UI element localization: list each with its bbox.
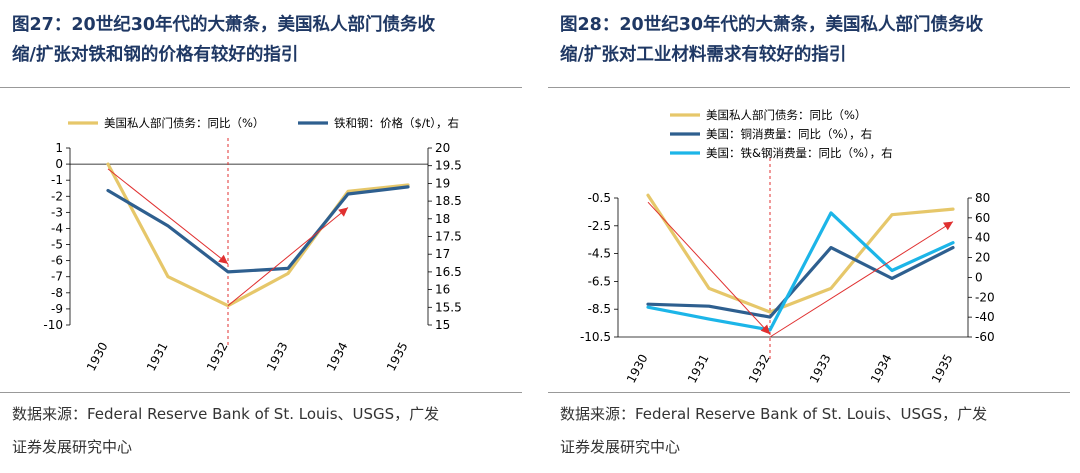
legend-label: 美国私人部门债务：同比（%） bbox=[706, 108, 866, 122]
left-tick-label: -6.5 bbox=[588, 274, 611, 288]
legend-label: 美国：铜消费量：同比（%），右 bbox=[706, 127, 872, 141]
right-tick-label: 16 bbox=[435, 283, 450, 297]
left-tick-label: -6 bbox=[51, 254, 63, 268]
series-line-1 bbox=[646, 193, 955, 314]
legend-label: 美国：铁&钢消费量：同比（%），右 bbox=[706, 146, 893, 160]
iron-steel-price-chart: 1 0 -1 -2 -3 -4 -5 -6 -7 -8 -9 -10 20 19.5 19 18.5 18 17.… bbox=[43, 116, 462, 374]
left-tick-label: -4.5 bbox=[588, 247, 611, 261]
trend-arrow-line bbox=[647, 201, 771, 335]
right-tick-label: 19 bbox=[435, 176, 450, 190]
chart-title-line2: 缩/扩张对工业材料需求有较好的指引 bbox=[560, 45, 847, 65]
right-tick-label: 17 bbox=[435, 247, 450, 261]
x-tick-label: 1935 bbox=[384, 340, 411, 374]
left-tick-label: -10.5 bbox=[580, 330, 611, 344]
title-divider bbox=[0, 87, 522, 88]
x-tick-label: 1933 bbox=[807, 352, 834, 386]
source-note: 数据来源：Federal Reserve Bank of St. Louis、U… bbox=[560, 398, 1065, 464]
left-tick-label: -0.5 bbox=[588, 191, 611, 205]
trend-arrow-head bbox=[942, 221, 953, 231]
chart-title-line1: 图28：20世纪30年代的大萧条，美国私人部门债务收 bbox=[560, 15, 984, 35]
left-tick-label: -1 bbox=[51, 173, 63, 187]
left-tick-label: -10 bbox=[43, 318, 63, 332]
right-tick-label: 18.5 bbox=[435, 194, 462, 208]
right-tick-label: 18 bbox=[435, 212, 450, 226]
right-tick-label: 19.5 bbox=[435, 159, 462, 173]
left-tick-label: -4 bbox=[51, 221, 63, 235]
left-tick-label: -8.5 bbox=[588, 302, 611, 316]
right-tick-label: -60 bbox=[975, 330, 995, 344]
chart-title: 图27：20世纪30年代的大萧条，美国私人部门债务收 缩/扩张对铁和钢的价格有较… bbox=[12, 10, 517, 70]
chart-title: 图28：20世纪30年代的大萧条，美国私人部门债务收 缩/扩张对工业材料需求有较… bbox=[560, 10, 1065, 70]
x-tick-label: 1931 bbox=[685, 352, 712, 386]
right-tick-label: 15.5 bbox=[435, 300, 462, 314]
trend-arrow-head bbox=[760, 324, 770, 335]
left-tick-label: -2.5 bbox=[588, 219, 611, 233]
left-tick-label: -9 bbox=[51, 302, 63, 316]
series-line-2 bbox=[646, 246, 955, 319]
legend-label: 美国私人部门债务：同比（%） bbox=[104, 116, 264, 130]
x-tick-label: 1932 bbox=[746, 352, 773, 386]
right-tick-label: 40 bbox=[975, 231, 990, 245]
left-tick-label: 0 bbox=[55, 157, 63, 171]
trend-arrow-head bbox=[218, 254, 228, 264]
left-tick-label: -8 bbox=[51, 286, 63, 300]
right-tick-label: 60 bbox=[975, 211, 990, 225]
legend-label: 铁和钢：价格（$/t），右 bbox=[334, 116, 459, 130]
right-tick-label: 20 bbox=[435, 141, 450, 155]
x-tick-label: 1932 bbox=[204, 340, 231, 374]
right-tick-label: 20 bbox=[975, 251, 990, 265]
chart-panel-right: 图28：20世纪30年代的大萧条，美国私人部门债务收 缩/扩张对工业材料需求有较… bbox=[548, 0, 1070, 473]
industrial-demand-chart: -0.5 -2.5 -4.5 -6.5 -8.5 -10.5 80 60 40 20 0 -20 -40… bbox=[580, 108, 995, 386]
right-tick-label: 80 bbox=[975, 191, 990, 205]
source-divider bbox=[548, 392, 1070, 393]
left-tick-label: -7 bbox=[51, 270, 63, 284]
left-tick-label: -3 bbox=[51, 205, 63, 219]
x-tick-label: 1933 bbox=[264, 340, 291, 374]
source-line1: 数据来源：Federal Reserve Bank of St. Louis、U… bbox=[560, 405, 988, 423]
x-tick-label: 1935 bbox=[929, 352, 956, 386]
right-tick-label: 0 bbox=[975, 270, 983, 284]
right-tick-label: -20 bbox=[975, 290, 995, 304]
series-line-2 bbox=[106, 185, 410, 274]
x-tick-label: 1930 bbox=[624, 352, 651, 386]
chart-title-line2: 缩/扩张对铁和钢的价格有较好的指引 bbox=[12, 45, 299, 65]
x-tick-label: 1931 bbox=[144, 340, 171, 374]
left-tick-label: 1 bbox=[55, 141, 63, 155]
source-line2: 证券发展研究中心 bbox=[12, 438, 133, 456]
x-tick-label: 1930 bbox=[84, 340, 111, 374]
title-divider bbox=[548, 87, 1070, 88]
trend-arrow-line bbox=[107, 168, 229, 265]
source-note: 数据来源：Federal Reserve Bank of St. Louis、U… bbox=[12, 398, 517, 464]
x-tick-label: 1934 bbox=[324, 340, 351, 374]
source-line2: 证券发展研究中心 bbox=[560, 438, 681, 456]
trend-arrow-line bbox=[769, 221, 954, 338]
left-tick-label: -5 bbox=[51, 238, 63, 252]
right-tick-label: 16.5 bbox=[435, 265, 462, 279]
chart-panel-left: 图27：20世纪30年代的大萧条，美国私人部门债务收 缩/扩张对铁和钢的价格有较… bbox=[0, 0, 522, 473]
series-line-1 bbox=[106, 162, 410, 308]
right-tick-label: 17.5 bbox=[435, 230, 462, 244]
x-tick-label: 1934 bbox=[868, 352, 895, 386]
trend-arrow-line bbox=[227, 207, 349, 307]
source-divider bbox=[0, 392, 522, 393]
series-line-3 bbox=[646, 211, 955, 332]
chart-title-line1: 图27：20世纪30年代的大萧条，美国私人部门债务收 bbox=[12, 15, 436, 35]
right-tick-label: 15 bbox=[435, 318, 450, 332]
right-tick-label: -40 bbox=[975, 310, 995, 324]
source-line1: 数据来源：Federal Reserve Bank of St. Louis、U… bbox=[12, 405, 440, 423]
trend-arrow-head bbox=[338, 207, 348, 217]
left-tick-label: -2 bbox=[51, 189, 63, 203]
